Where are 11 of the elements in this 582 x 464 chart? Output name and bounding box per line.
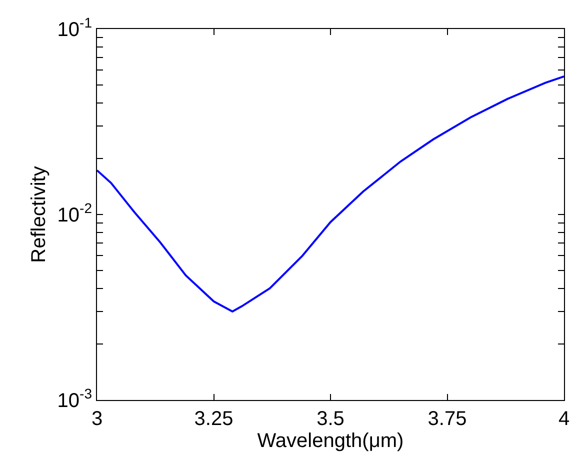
y-tick-label: 10$^{-2}$ (57, 200, 92, 226)
x-tick-label: 3.5 (316, 408, 344, 430)
x-tick-label: 3.75 (428, 408, 467, 430)
y-axis-title: Reflectivity (28, 166, 50, 263)
x-tick-label: 4 (558, 408, 570, 430)
y-tick-label: 10$^{-3}$ (57, 386, 92, 412)
x-tick-label: 3.25 (194, 408, 234, 430)
x-axis-title: Wavelength(μm) (257, 430, 404, 452)
x-tick-label: 3 (91, 408, 103, 430)
y-tick-label: 10$^{-1}$ (57, 14, 92, 41)
line-series (97, 75, 564, 312)
